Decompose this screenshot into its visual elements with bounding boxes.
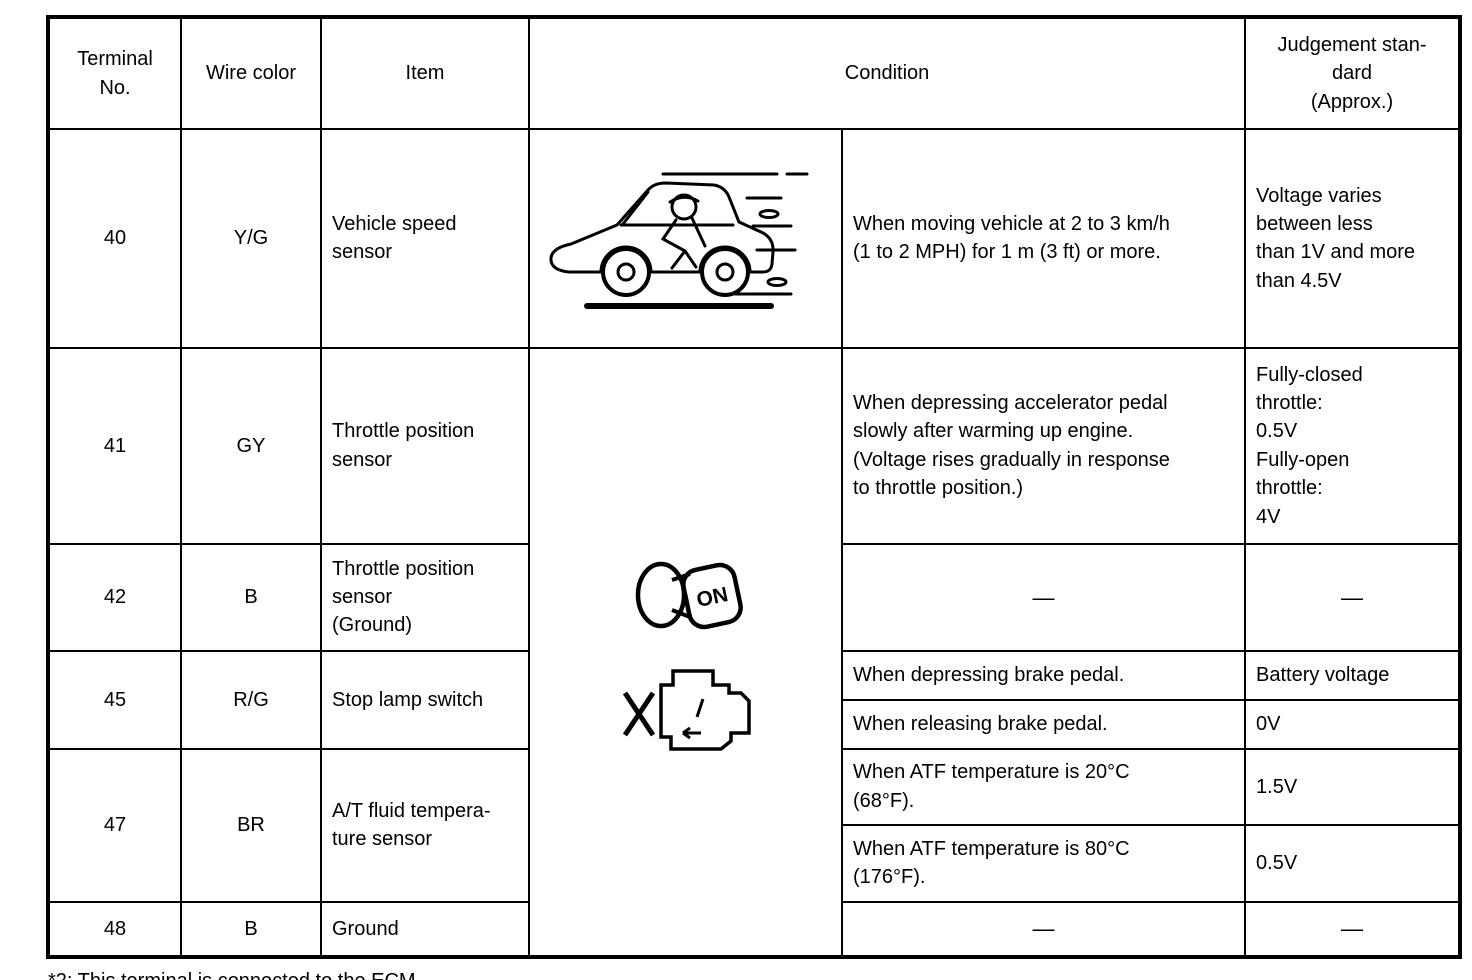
item-42-cell: Throttle position sensor (Ground) [320,542,530,652]
terminal-41-cell: 41 [47,346,182,545]
judgement-45b-cell: 0V [1244,698,1462,750]
header-judgement-standard: Judgement stan- dard (Approx.) [1244,16,1462,130]
footnotes: *2: This terminal is connected to the EC… [46,970,1458,980]
condition-42-cell: — [840,542,1247,652]
item-48-cell: Ground [320,900,530,958]
wire-color-47-cell: BR [180,747,322,903]
condition-45b-cell: When releasing brake pedal. [840,698,1247,750]
item-40-cell: Vehicle speed sensor [320,128,530,349]
condition-48-cell: — [840,900,1247,958]
wire-color-48-cell: B [180,900,322,958]
table-row: 48 B Ground — — [47,900,1462,958]
condition-41-cell: When depressing accelerator pedal slowly… [840,346,1247,545]
terminal-45-cell: 45 [47,649,182,750]
header-row: Terminal No. Wire color Item Condition J… [47,16,1462,130]
footnote-ecm: *2: This terminal is connected to the EC… [48,970,1458,980]
terminal-reference-table: Terminal No. Wire color Item Condition J… [46,15,1463,959]
header-condition: Condition [527,16,1247,130]
item-47-cell: A/T fluid tempera- ture sensor [320,747,530,903]
terminal-48-cell: 48 [47,900,182,958]
judgement-41-cell: Fully-closed throttle: 0.5V Fully-open t… [1244,346,1462,545]
table-row: 42 B Throttle position sensor (Ground) —… [47,542,1462,652]
header-wire-color: Wire color [180,16,322,130]
judgement-47a-cell: 1.5V [1244,747,1462,826]
ignition-key-on-icon: ON [635,561,743,630]
item-45-cell: Stop lamp switch [320,649,530,750]
wire-color-45-cell: R/G [180,649,322,750]
table-row: When ATF temperature is 80°C (176°F). 0.… [48,823,1462,903]
condition-47b-cell: When ATF temperature is 80°C (176°F). [840,823,1247,903]
wire-color-42-cell: B [180,542,322,652]
table-row: 45 R/G Stop lamp switch When depressing … [47,649,1462,750]
terminal-40-cell: 40 [47,128,182,349]
terminal-47-cell: 47 [47,747,182,903]
wire-color-41-cell: GY [180,346,322,545]
judgement-42-cell: — [1244,542,1462,652]
engine-stopped-icon [622,669,751,751]
moving-car-icon [548,172,808,310]
judgement-45a-cell: Battery voltage [1244,649,1462,701]
item-41-cell: Throttle position sensor [320,346,530,545]
condition-40-cell: When moving vehicle at 2 to 3 km/h (1 to… [840,128,1247,349]
table-row: 41 GY Throttle position sensor ON [47,346,1462,958]
table-row: 40 Y/G Vehicle speed sensor [47,128,1462,349]
table-row: 47 BR A/T fluid tempera- ture sensor Whe… [47,747,1462,903]
judgement-48-cell: — [1244,900,1462,958]
header-item: Item [320,16,530,130]
ignition-on-engine-stopped-cell: ON [528,346,843,958]
judgement-47b-cell: 0.5V [1244,823,1462,903]
condition-47a-cell: When ATF temperature is 20°C (68°F). [840,747,1247,826]
condition-45a-cell: When depressing brake pedal. [840,649,1247,701]
moving-vehicle-illustration-cell [528,128,843,349]
ignition-on-label: ON [694,583,730,612]
condition-icon-stack: ON [532,545,839,759]
judgement-40-cell: Voltage varies between less than 1V and … [1244,128,1462,349]
wire-color-40-cell: Y/G [180,128,322,349]
header-terminal-no: Terminal No. [47,16,182,130]
terminal-42-cell: 42 [47,542,182,652]
table-row: When releasing brake pedal. 0V [48,698,1462,750]
